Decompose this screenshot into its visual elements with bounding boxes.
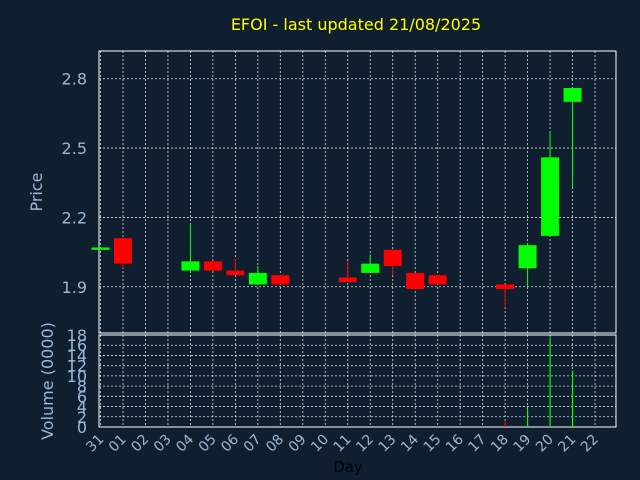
- x-tick-label: 13: [376, 432, 400, 456]
- price-gridlines: [99, 51, 616, 333]
- x-ticks: 3101020304050607080910111213141516171819…: [83, 431, 601, 455]
- volume-gridlines: [99, 334, 616, 428]
- volume-tick-label: 6: [77, 387, 87, 406]
- volume-plot-frame: [98, 334, 617, 428]
- x-tick-label: 08: [263, 432, 287, 456]
- x-tick-label: 09: [286, 432, 310, 456]
- x-tick-label: 05: [196, 432, 220, 456]
- price-plot-frame: [98, 50, 617, 334]
- candle-body: [113, 238, 132, 264]
- x-tick-label: 03: [151, 432, 175, 456]
- x-tick-label: 19: [510, 432, 534, 456]
- price-tick-label: 2.5: [62, 139, 87, 158]
- chart-title: EFOI - last updated 21/08/2025: [231, 15, 481, 34]
- x-tick-label: 21: [555, 432, 579, 456]
- volume-tick-label: 10: [67, 367, 87, 386]
- x-tick-label: 11: [331, 432, 355, 456]
- x-tick-label: 15: [421, 432, 445, 456]
- volume-tick-label: 4: [77, 398, 87, 417]
- candle-body: [203, 261, 222, 271]
- x-tick-label: 06: [218, 431, 242, 455]
- candle-body: [541, 157, 560, 236]
- candle-body: [338, 277, 357, 283]
- candles: [91, 87, 582, 308]
- candle-body: [181, 261, 200, 271]
- price-tick-label: 2.8: [62, 70, 87, 89]
- x-tick-label: 16: [443, 431, 467, 455]
- volume-tick-label: 18: [67, 326, 87, 345]
- candle-body: [518, 245, 537, 269]
- candle-body: [563, 87, 582, 102]
- candle-body: [383, 249, 402, 266]
- price-axis-label: Price: [27, 172, 46, 211]
- candle-body: [271, 275, 290, 285]
- volume-tick-label: 12: [67, 357, 87, 376]
- x-tick-label: 07: [241, 432, 265, 456]
- price-y-ticks: 1.9 2.2 2.5 2.8: [62, 70, 87, 297]
- x-tick-label: 12: [353, 432, 377, 456]
- price-tick-label: 1.9: [62, 278, 87, 297]
- x-tick-label: 14: [398, 431, 422, 455]
- candle-body: [406, 272, 425, 290]
- volume-tick-label: 16: [67, 336, 87, 355]
- candle-body: [496, 284, 515, 290]
- candle-body: [428, 275, 447, 285]
- x-tick-label: 17: [466, 432, 490, 456]
- volume-tick-label: 2: [77, 408, 87, 427]
- x-tick-label: 22: [578, 432, 602, 456]
- x-tick-label: 10: [308, 432, 332, 456]
- volume-axis-label: Volume (0000): [38, 322, 57, 440]
- candle-body: [91, 247, 110, 250]
- x-tick-label: 20: [533, 432, 557, 456]
- x-axis-label: Day: [333, 458, 363, 476]
- candle-body: [226, 270, 245, 276]
- candle-body: [361, 263, 380, 273]
- x-tick-label: 18: [488, 432, 512, 456]
- price-tick-label: 2.2: [62, 208, 87, 227]
- candle-body: [248, 272, 267, 285]
- x-tick-label: 01: [106, 432, 130, 456]
- volume-tick-label: 0: [77, 418, 87, 437]
- x-tick-label: 04: [173, 431, 197, 455]
- x-tick-label: 02: [128, 432, 152, 456]
- volume-bars: [504, 337, 574, 427]
- volume-tick-label: 8: [77, 377, 87, 396]
- volume-tick-label: 14: [67, 346, 87, 365]
